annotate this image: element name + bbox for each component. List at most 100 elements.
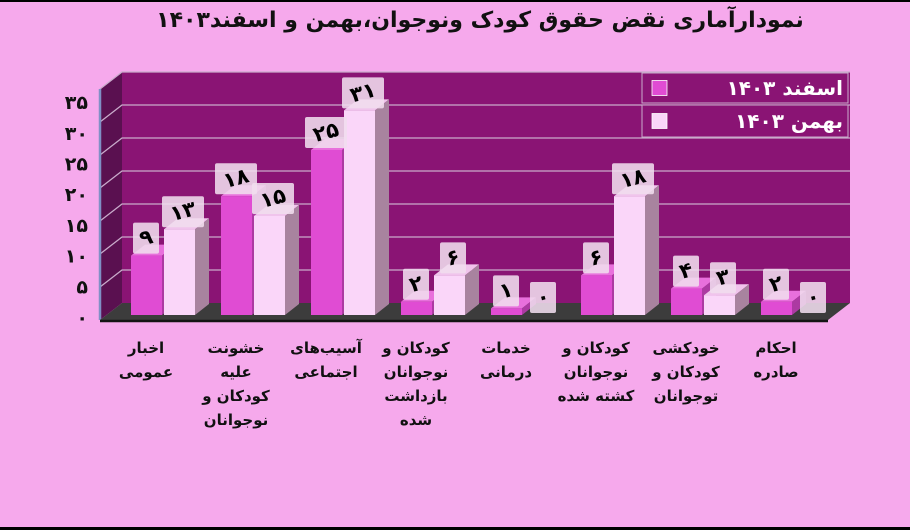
legend-label-esfand: اسفند ۱۴۰۳ bbox=[727, 76, 843, 100]
bar-esfand-3 bbox=[401, 301, 432, 315]
y-tick-10: ۱۰ bbox=[65, 246, 88, 268]
gridline-10 bbox=[99, 236, 850, 255]
data-label-bg-bahman-0 bbox=[162, 196, 204, 228]
bar-esfand-7 bbox=[761, 301, 792, 315]
legend-label-bahman: بهمن ۱۴۰۳ bbox=[735, 109, 843, 133]
bar-esfand-0 bbox=[131, 255, 162, 315]
y-tick-15: ۱۵ bbox=[65, 215, 89, 237]
category-line: صادره bbox=[753, 363, 799, 381]
category-label-3: کودکان و نوجوانان بازداشت شده bbox=[360, 336, 472, 432]
legend-row-bahman bbox=[641, 104, 849, 138]
category-line: علیه bbox=[220, 363, 252, 381]
y-tick-20: ۲۰ bbox=[65, 184, 88, 206]
bar-side-bahman-2 bbox=[375, 99, 389, 316]
legend-row-esfand bbox=[641, 72, 849, 104]
category-line: توجوانان bbox=[653, 387, 719, 405]
data-label-bg-esfand-0 bbox=[133, 222, 159, 254]
category-label-7: احکام صادره bbox=[720, 336, 832, 384]
category-line: خدمات bbox=[481, 339, 531, 357]
data-label-bg-bahman-2 bbox=[342, 77, 384, 109]
category-label-6: خودکشی کودکان و توجوانان bbox=[630, 336, 742, 408]
category-line: نوجوانان bbox=[563, 363, 629, 381]
category-line: درمانی bbox=[479, 363, 533, 381]
data-label-bg-esfand-6 bbox=[673, 255, 699, 287]
chart-title: نمودارآماری نقض حقوق کودک ونوجوان،بهمن و… bbox=[156, 8, 804, 33]
data-label-esfand-6: ۴ bbox=[677, 257, 696, 284]
category-line: کودکان و bbox=[382, 339, 450, 357]
category-line: شده bbox=[399, 411, 433, 429]
data-label-esfand-4: ۱ bbox=[497, 277, 516, 304]
category-label-4: خدمات درمانی bbox=[450, 336, 562, 384]
chart-left-wall bbox=[100, 72, 122, 320]
category-line: آسیب‌های bbox=[290, 339, 362, 357]
data-label-bahman-3: ۶ bbox=[444, 244, 463, 271]
category-label-5: کودکان و نوجوانان کشته شده bbox=[540, 336, 652, 408]
category-line: کودکان و bbox=[652, 363, 720, 381]
data-label-bahman-4: ۰ bbox=[534, 284, 553, 311]
gridline-35 bbox=[99, 71, 850, 90]
category-line: احکام bbox=[755, 339, 797, 357]
bar-esfand-6 bbox=[671, 288, 702, 315]
data-label-bg-bahman-7 bbox=[800, 282, 826, 313]
bar-bahman-0 bbox=[164, 229, 195, 315]
category-line: خشونت bbox=[207, 339, 265, 357]
data-label-bahman-7: ۰ bbox=[804, 284, 823, 311]
category-line: اخبار bbox=[127, 339, 165, 357]
data-label-bahman-6: ۳ bbox=[714, 264, 733, 291]
bar-side-bahman-5 bbox=[645, 185, 659, 315]
bar-bahman-2 bbox=[344, 110, 375, 316]
category-line: نوجوانان bbox=[203, 411, 269, 429]
gridline-25 bbox=[99, 137, 850, 156]
data-label-bg-bahman-3 bbox=[440, 242, 466, 274]
category-line: کودکان و bbox=[562, 339, 630, 357]
gridline-15 bbox=[99, 203, 850, 222]
gridline-20 bbox=[99, 170, 850, 189]
bar-side-bahman-1 bbox=[285, 205, 299, 315]
data-label-esfand-5: ۶ bbox=[587, 244, 606, 271]
data-label-bg-bahman-4 bbox=[530, 282, 556, 313]
data-label-bg-bahman-1 bbox=[252, 183, 294, 214]
data-label-esfand-0: ۹ bbox=[137, 224, 156, 251]
category-line: بازداشت bbox=[384, 387, 448, 405]
bar-esfand-1 bbox=[221, 196, 252, 315]
y-tick-5: ۵ bbox=[76, 276, 88, 298]
category-line: کشته شده bbox=[557, 387, 635, 405]
category-line: عمومی bbox=[118, 363, 174, 381]
category-line: کودکان و bbox=[202, 387, 270, 405]
data-label-bg-bahman-6 bbox=[710, 262, 736, 294]
data-label-bg-esfand-5 bbox=[583, 242, 609, 274]
data-label-bg-esfand-1 bbox=[215, 163, 257, 195]
category-label-1: خشونت علیه کودکان و نوجوانان bbox=[180, 336, 292, 432]
data-label-bg-esfand-3 bbox=[403, 268, 429, 300]
gridline-30 bbox=[99, 104, 850, 123]
legend-swatch-esfand bbox=[651, 80, 668, 96]
bar-bahman-1 bbox=[254, 216, 285, 315]
category-line: اجتماعی bbox=[294, 363, 358, 381]
bar-bahman-6 bbox=[704, 295, 735, 315]
category-label-2: آسیب‌های اجتماعی bbox=[270, 336, 382, 384]
y-tick-0: ۰ bbox=[76, 307, 88, 329]
y-tick-35: ۳۵ bbox=[65, 92, 89, 114]
legend-swatch-bahman bbox=[651, 113, 668, 129]
data-label-esfand-3: ۲ bbox=[407, 271, 426, 298]
y-tick-30: ۳۰ bbox=[65, 123, 88, 145]
bar-esfand-4 bbox=[491, 308, 522, 315]
data-label-esfand-7: ۲ bbox=[767, 271, 786, 298]
y-tick-25: ۲۵ bbox=[65, 154, 89, 176]
data-label-bg-bahman-5 bbox=[612, 163, 654, 195]
bar-bahman-5 bbox=[614, 196, 645, 315]
bar-side-bahman-3 bbox=[465, 264, 479, 315]
data-label-bg-esfand-2 bbox=[305, 117, 347, 148]
category-line: نوجوانان bbox=[383, 363, 449, 381]
bar-side-bahman-6 bbox=[735, 284, 749, 315]
bar-esfand-2 bbox=[311, 150, 342, 315]
data-label-bg-esfand-4 bbox=[493, 275, 519, 307]
bar-side-bahman-0 bbox=[195, 218, 209, 315]
data-label-bg-esfand-7 bbox=[763, 268, 789, 300]
bar-esfand-5 bbox=[581, 275, 612, 315]
category-label-0: اخبار عمومی bbox=[90, 336, 202, 384]
bar-bahman-3 bbox=[434, 275, 465, 315]
category-line: خودکشی bbox=[652, 339, 720, 357]
